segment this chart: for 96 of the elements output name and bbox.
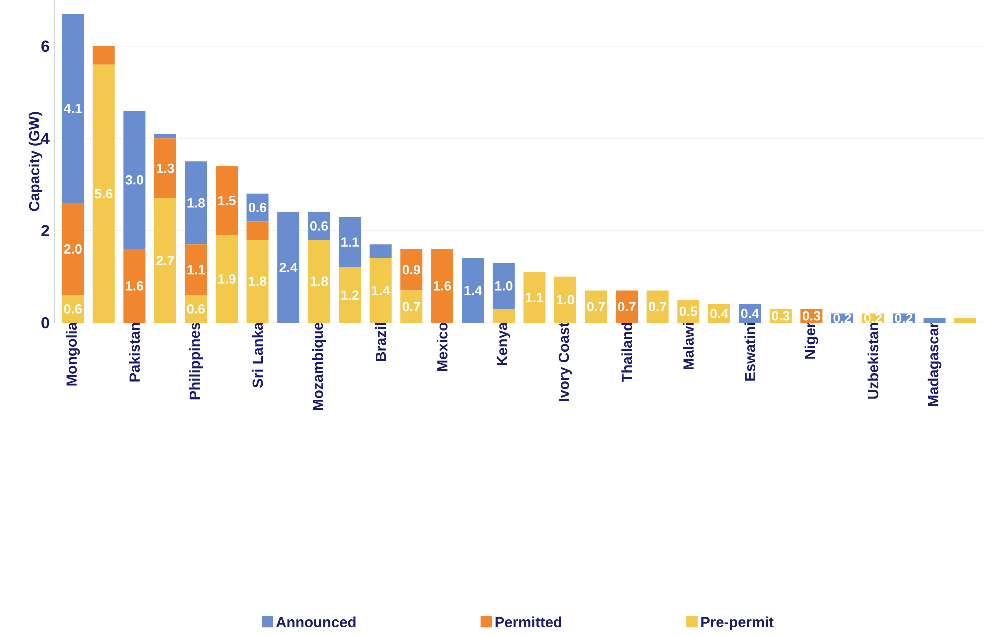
- y-tick-label: 0: [42, 317, 50, 329]
- data-label: 0.7: [618, 302, 636, 312]
- y-tick-label: 6: [42, 40, 50, 52]
- bar: [185, 162, 208, 245]
- data-label: 1.1: [342, 238, 359, 247]
- bar: [554, 276, 577, 323]
- data-label: 2.4: [280, 263, 298, 272]
- y-tick-label: 4: [41, 133, 50, 144]
- bar: [585, 290, 608, 323]
- data-label: 2.7: [156, 256, 174, 266]
- bar: [246, 222, 269, 240]
- data-label: 1.8: [310, 276, 328, 286]
- data-label: 1.1: [526, 293, 544, 302]
- bar: [954, 318, 977, 323]
- data-label: 2.0: [64, 244, 82, 254]
- data-label: 4.1: [64, 104, 82, 114]
- data-label: 5.6: [95, 189, 113, 199]
- data-label: 0.4: [710, 309, 729, 318]
- x-tick-label: Mozambique: [312, 322, 326, 410]
- data-label: 1.3: [157, 164, 174, 174]
- data-label: 0.4: [741, 309, 760, 318]
- bar: [124, 110, 146, 250]
- legend-label: Permitted: [496, 616, 562, 628]
- x-tick-label: Philippines: [189, 322, 204, 400]
- data-label: 0.2: [895, 314, 913, 324]
- x-tick-label: Eswatini: [744, 323, 756, 381]
- data-label: 0.5: [680, 306, 698, 316]
- bar: [92, 46, 115, 65]
- bar: [339, 268, 362, 323]
- x-tick-label: Mexico: [437, 322, 448, 372]
- data-label: 1.8: [188, 198, 206, 208]
- bar: [370, 258, 392, 323]
- bar: [124, 249, 146, 323]
- bar: [492, 309, 515, 323]
- bar: [400, 249, 423, 291]
- x-tick-label: Mongolia: [66, 322, 80, 386]
- bar: [308, 240, 330, 323]
- data-label: 0.3: [802, 311, 820, 321]
- bar: [431, 249, 454, 323]
- bar: [278, 212, 300, 323]
- data-label: 1.5: [218, 196, 236, 206]
- legend-label: Announced: [276, 616, 356, 628]
- data-label: 0.3: [772, 311, 790, 321]
- x-tick-label: Pakistan: [129, 323, 140, 382]
- bar: [370, 244, 392, 258]
- data-label: 0.6: [310, 221, 328, 231]
- data-label: 0.7: [402, 302, 420, 312]
- data-label: 0.2: [864, 314, 882, 324]
- legend-label: Pre-permit: [702, 616, 774, 630]
- bar: [524, 272, 546, 323]
- data-label: 1.4: [372, 286, 390, 296]
- bar: [616, 290, 638, 323]
- bar: [62, 14, 84, 204]
- data-label: 1.6: [126, 281, 144, 291]
- x-tick-label: Uzbekistan: [868, 323, 879, 399]
- bar: [646, 290, 669, 323]
- bar: [185, 244, 208, 296]
- bar: [154, 198, 176, 323]
- y-tick-label: 2: [42, 225, 50, 236]
- bar: [92, 64, 115, 323]
- y-axis-title: Capacity (GW): [28, 112, 43, 212]
- data-label: 3.0: [126, 175, 144, 185]
- data-label: 0.7: [588, 302, 605, 312]
- x-tick-label: Sri Lanka: [252, 322, 264, 388]
- bar: [339, 216, 362, 268]
- data-label: 1.9: [218, 274, 236, 284]
- bar: [62, 203, 84, 296]
- data-label: 1.8: [249, 276, 267, 286]
- x-tick-label: Madagascar: [928, 322, 942, 406]
- data-label: 0.7: [649, 302, 667, 312]
- bar: [246, 240, 269, 323]
- data-label: 0.6: [64, 304, 82, 314]
- x-tick-label: Brazil: [375, 323, 386, 362]
- bar: [154, 138, 176, 199]
- x-tick-label: Niger: [804, 322, 819, 359]
- x-tick-label: Ivory Coast: [558, 322, 572, 402]
- data-label: 1.4: [464, 286, 482, 296]
- x-tick-label: Kenya: [497, 322, 511, 366]
- x-tick-label: Malawi: [683, 323, 694, 370]
- data-label: 0.9: [402, 265, 420, 275]
- bar: [216, 235, 238, 323]
- data-label: 1.2: [342, 290, 359, 300]
- bar: [492, 263, 515, 310]
- data-label: 0.6: [187, 304, 206, 314]
- x-tick-label: Thailand: [622, 323, 632, 383]
- bar: [154, 134, 176, 139]
- bar: [924, 318, 946, 323]
- data-label: 1.6: [434, 281, 452, 291]
- data-label: 0.6: [249, 203, 267, 212]
- bar: [216, 166, 238, 236]
- data-label: 1.1: [188, 265, 206, 275]
- data-label: 1.0: [557, 295, 574, 305]
- bar: [462, 258, 484, 323]
- data-label: 1.0: [496, 281, 513, 291]
- bar: [400, 290, 423, 323]
- data-label: 0.2: [834, 314, 852, 324]
